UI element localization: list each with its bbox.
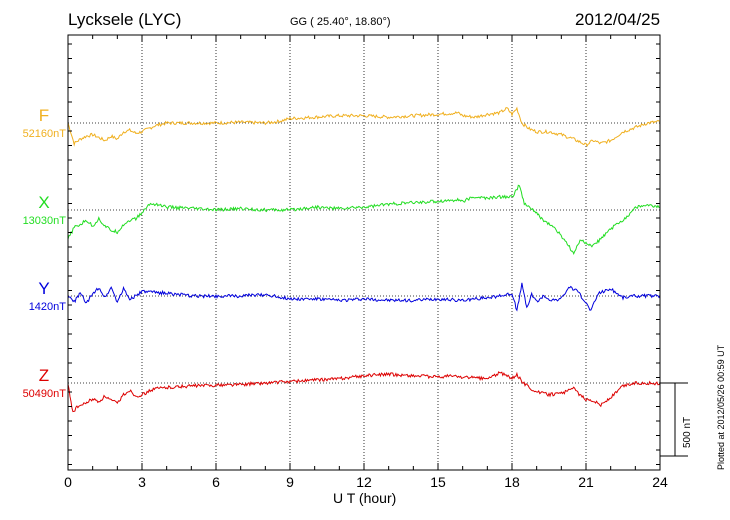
component-baseline-x: 13030nT [22,215,66,227]
component-baseline-y: 1420nT [28,301,66,313]
scale-bar [660,382,688,457]
x-axis-label: U T (hour) [333,490,397,506]
x-tick-label: 3 [138,474,146,490]
scale-bar-label: 500 nT [682,416,693,448]
x-tick-label: 9 [286,474,294,490]
component-letter-y: Y [38,279,50,298]
chart-date: 2012/04/25 [575,10,661,29]
chart-ticks [67,35,661,470]
x-tick-label: 15 [430,474,446,490]
chart-series [67,106,661,413]
series-line-y [67,282,661,312]
component-baseline-z: 50490nT [22,388,66,400]
x-tick-label: 0 [64,474,72,490]
component-letter-f: F [38,106,50,125]
component-baseline-f: 52160nT [22,128,66,140]
plotted-timestamp: Plotted at 2012/05/26 00:59 UT [716,344,726,470]
component-letter-z: Z [38,366,50,385]
series-line-z [67,371,661,413]
station-coordinates: GG ( 25.40°, 18.80°) [290,16,391,28]
x-tick-label: 21 [578,474,594,490]
x-tick-label: 24 [652,474,668,490]
component-letter-x: X [38,193,50,212]
x-tick-label: 18 [504,474,520,490]
x-tick-label: 12 [356,474,372,490]
series-line-f [67,106,661,147]
chart-grid [68,35,660,470]
series-line-x [67,184,661,255]
station-title: Lycksele (LYC) [68,10,182,29]
x-tick-label: 6 [212,474,220,490]
